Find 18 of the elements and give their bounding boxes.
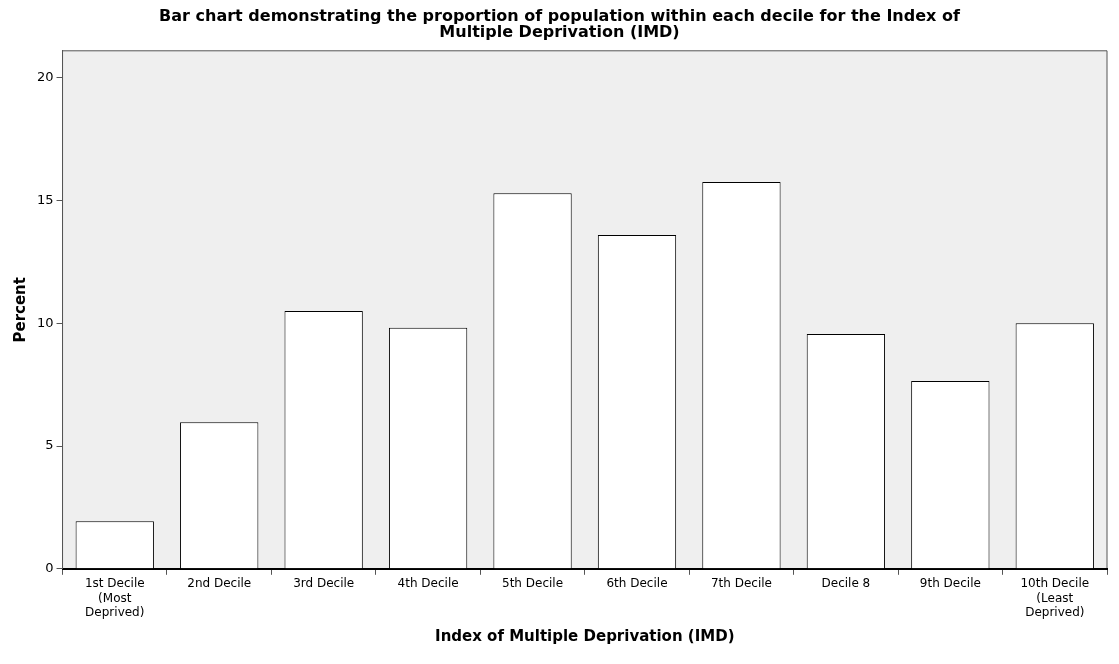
x-axis-title: Index of Multiple Deprivation (IMD) xyxy=(435,626,735,645)
x-tick-label: 7th Decile xyxy=(710,576,772,591)
y-tick-label: 10 xyxy=(37,314,54,330)
y-tick-label: 15 xyxy=(37,191,54,207)
x-tick-label: 4th Decile xyxy=(397,576,459,591)
x-tick-label: 9th Decile xyxy=(919,576,981,591)
y-axis-title: Percent xyxy=(10,277,29,343)
x-tick-label: 2nd Decile xyxy=(187,576,252,591)
x-tick-label: 1st Decile (Most Deprived) xyxy=(84,576,145,619)
x-tick-label: 3rd Decile xyxy=(293,576,355,591)
x-tick-label: 10th Decile (Least Deprived) xyxy=(1020,576,1090,619)
y-tick-label: 5 xyxy=(45,437,54,453)
chart-title: Bar chart demonstrating the proportion of population within each decile for the Index of Multiple Deprivation (IMD) xyxy=(158,6,961,41)
y-tick-label: 20 xyxy=(37,69,54,85)
x-tick-label: 6th Decile xyxy=(606,576,668,591)
y-tick-label: 0 xyxy=(45,560,54,576)
x-tick-label: Decile 8 xyxy=(821,576,871,591)
x-tick-label: 5th Decile xyxy=(502,576,564,591)
